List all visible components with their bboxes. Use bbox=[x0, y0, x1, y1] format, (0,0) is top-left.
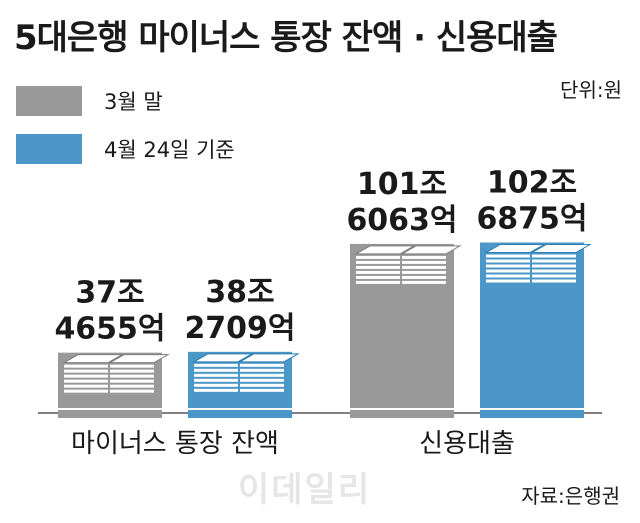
money-stack-line bbox=[356, 260, 400, 264]
money-stack-line bbox=[240, 368, 284, 372]
money-stack-line bbox=[356, 280, 400, 284]
money-stack-line bbox=[402, 280, 446, 284]
value-label-april-1-main: 102조 bbox=[487, 166, 577, 201]
money-stack-line bbox=[110, 389, 154, 393]
money-stack-line bbox=[356, 270, 400, 274]
money-stack-line bbox=[356, 255, 400, 259]
legend-label-april: 4월 24일 기준 bbox=[104, 138, 235, 162]
money-stack-line bbox=[194, 368, 238, 372]
category-label-0: 마이너스 통장 잔액 bbox=[71, 429, 279, 459]
money-stack-line bbox=[402, 260, 446, 264]
bar-base-march-1 bbox=[350, 410, 454, 418]
money-stack-line bbox=[402, 275, 446, 279]
value-label-march-1-main: 101조 bbox=[357, 167, 447, 202]
legend-label-march: 3월 말 bbox=[104, 90, 163, 114]
money-stack-top bbox=[484, 244, 546, 254]
money-stack-line bbox=[532, 279, 576, 283]
money-stack-line bbox=[486, 254, 530, 258]
bar-base-april-1 bbox=[480, 410, 584, 418]
legend-item-april: 4월 24일 기준 bbox=[16, 130, 235, 168]
money-stack-line bbox=[110, 374, 154, 378]
money-stack-top bbox=[62, 354, 124, 364]
money-stack-icon bbox=[484, 244, 592, 283]
watermark-logo: 이데일리 bbox=[238, 470, 372, 510]
money-stack-line bbox=[194, 363, 238, 367]
money-stack-line bbox=[240, 378, 284, 382]
money-stack-line bbox=[486, 279, 530, 283]
money-stack-line bbox=[402, 270, 446, 274]
bar-base-april-0 bbox=[188, 410, 292, 418]
unit-label: 단위:원 bbox=[560, 78, 622, 102]
money-stack-top bbox=[192, 353, 254, 363]
legend: 3월 말 4월 24일 기준 bbox=[16, 82, 235, 178]
value-label-april-1-sub: 6875억 bbox=[476, 202, 587, 237]
money-stack-top bbox=[530, 244, 592, 254]
money-stack-line bbox=[240, 373, 284, 377]
value-label-march-0-main: 37조 bbox=[75, 276, 144, 311]
money-stack-line bbox=[194, 378, 238, 382]
money-stack-line bbox=[532, 269, 576, 273]
money-stack-line bbox=[240, 388, 284, 392]
money-stack-line bbox=[486, 259, 530, 263]
value-label-april-0-sub: 2709억 bbox=[184, 311, 295, 346]
category-label-1: 신용대출 bbox=[419, 429, 515, 459]
money-stack-line bbox=[110, 364, 154, 368]
money-stack-line bbox=[486, 264, 530, 268]
bar-base-march-0 bbox=[58, 410, 162, 418]
chart-title: 5대은행 마이너스 통장 잔액 · 신용대출 bbox=[14, 18, 558, 58]
money-stack-line bbox=[194, 388, 238, 392]
value-label-march-1-sub: 6063억 bbox=[346, 203, 457, 238]
money-stack-line bbox=[110, 379, 154, 383]
money-stack-line bbox=[64, 389, 108, 393]
money-stack-line bbox=[402, 255, 446, 259]
money-stack-line bbox=[356, 265, 400, 269]
money-stack-icon bbox=[62, 354, 170, 393]
money-stack-line bbox=[486, 274, 530, 278]
money-stack-line bbox=[110, 369, 154, 373]
money-stack-line bbox=[240, 383, 284, 387]
money-stack-line bbox=[64, 384, 108, 388]
money-stack-line bbox=[532, 259, 576, 263]
money-stack-line bbox=[110, 384, 154, 388]
money-stack-line bbox=[64, 369, 108, 373]
money-stack-line bbox=[486, 269, 530, 273]
source-label: 자료:은행권 bbox=[521, 484, 620, 508]
legend-item-march: 3월 말 bbox=[16, 82, 235, 120]
value-label-april-0-main: 38조 bbox=[205, 275, 274, 310]
money-stack-top bbox=[238, 353, 300, 363]
money-stack-line bbox=[194, 383, 238, 387]
legend-swatch-april bbox=[16, 134, 82, 164]
money-stack-top bbox=[354, 245, 416, 255]
money-stack-icon bbox=[192, 353, 300, 392]
money-stack-line bbox=[240, 363, 284, 367]
money-stack-line bbox=[402, 265, 446, 269]
money-stack-top bbox=[108, 354, 170, 364]
money-stack-line bbox=[64, 374, 108, 378]
money-stack-line bbox=[532, 274, 576, 278]
money-stack-line bbox=[356, 275, 400, 279]
money-stack-top bbox=[400, 245, 462, 255]
money-stack-icon bbox=[354, 245, 462, 284]
legend-swatch-march bbox=[16, 86, 82, 116]
value-label-march-0-sub: 4655억 bbox=[54, 312, 165, 347]
money-stack-line bbox=[532, 264, 576, 268]
money-stack-line bbox=[64, 379, 108, 383]
money-stack-line bbox=[532, 254, 576, 258]
money-stack-line bbox=[194, 373, 238, 377]
money-stack-line bbox=[64, 364, 108, 368]
